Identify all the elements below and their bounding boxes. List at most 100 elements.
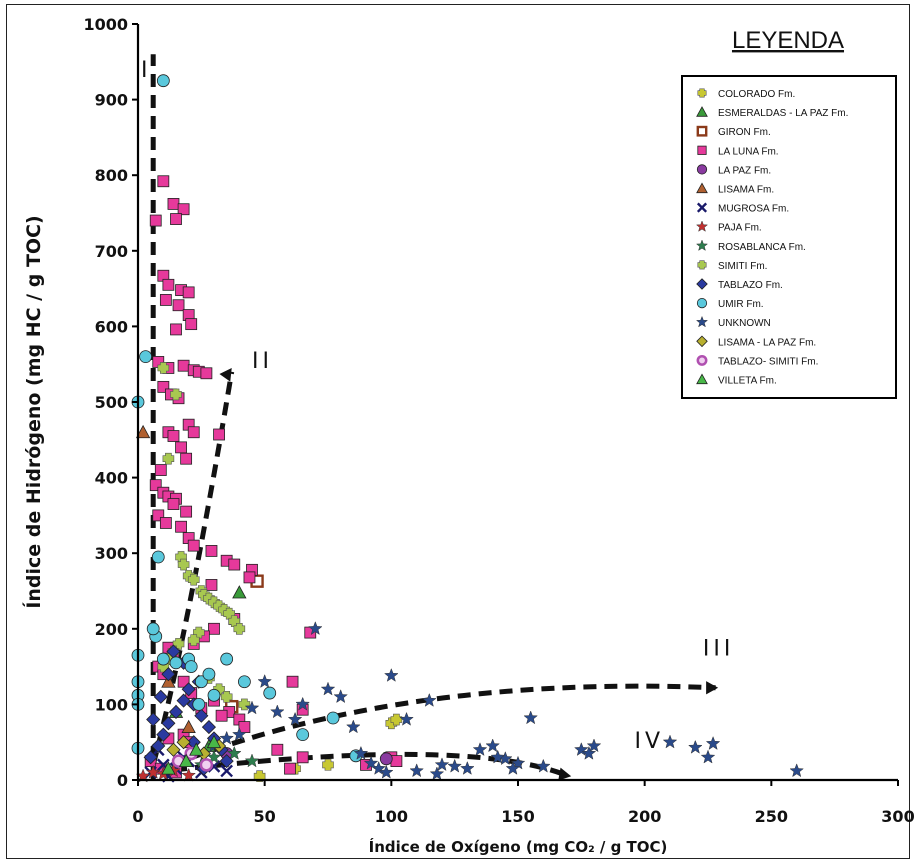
data-point (213, 428, 225, 441)
region-label-i: I (141, 58, 152, 83)
data-point (194, 675, 208, 689)
data-point (161, 716, 176, 731)
legend-item: TABLAZO- SIMITI Fm. (696, 354, 818, 367)
data-point (202, 667, 216, 681)
legend-marker (696, 373, 708, 385)
y-tick-label: 0 (117, 771, 128, 790)
data-point (187, 426, 200, 439)
data-point (390, 755, 403, 767)
y-tick-label: 200 (95, 620, 128, 639)
legend-item: LA PAZ Fm. (696, 164, 771, 176)
data-point (399, 711, 414, 726)
legend-marker (697, 88, 707, 98)
data-point (270, 704, 285, 719)
x-axis-label: Índice de Oxígeno (mg CO₂ / g TOC) (369, 837, 668, 856)
x-tick-label: 150 (501, 807, 534, 826)
legend-marker (696, 354, 708, 366)
data-point (472, 742, 488, 756)
data-point (429, 766, 445, 781)
legend-marker (695, 220, 709, 232)
data-point (505, 760, 521, 775)
data-point (187, 573, 200, 586)
data-point (201, 720, 216, 735)
data-point (177, 203, 190, 216)
region-label-iv: IV (635, 729, 665, 754)
data-point (232, 726, 247, 741)
legend-label: LISAMA - LA PAZ Fm. (718, 337, 816, 348)
x-tick-label: 300 (881, 807, 914, 826)
data-point (175, 520, 187, 533)
x-tick-label: 250 (755, 807, 788, 826)
y-tick-label: 1000 (83, 15, 128, 34)
data-point (581, 745, 597, 760)
data-point (162, 278, 175, 291)
y-tick-label: 100 (95, 695, 128, 714)
legend-label: MUGROSA Fm. (718, 204, 789, 215)
legend-label: LA LUNA Fm. (718, 146, 779, 157)
data-point (705, 735, 721, 750)
data-point (159, 517, 172, 529)
data-point (177, 359, 190, 372)
legend-label: TABLAZO- SIMITI Fm. (718, 356, 818, 367)
data-point (322, 759, 334, 771)
legend-label: ESMERALDAS - LA PAZ Fm. (718, 108, 848, 119)
data-point (180, 505, 193, 518)
data-point (157, 380, 170, 393)
chart-frame (6, 4, 910, 859)
data-point (422, 692, 437, 707)
legend-label: ROSABLANCA Fm. (718, 242, 806, 253)
legend-marker (696, 182, 708, 194)
data-point (166, 742, 181, 757)
data-point (157, 362, 170, 374)
data-point (156, 652, 170, 666)
legend-marker (697, 145, 707, 155)
data-point (199, 758, 214, 772)
legend-item: LA LUNA Fm. (697, 145, 779, 157)
data-point (287, 711, 303, 726)
data-point (523, 710, 538, 725)
data-point (284, 762, 296, 775)
data-point (205, 545, 218, 557)
legend-item: GIRON Fm. (696, 125, 771, 138)
data-point (263, 686, 277, 700)
data-point (181, 767, 196, 782)
data-point (194, 708, 209, 723)
data-point (168, 704, 184, 720)
data-point (207, 688, 221, 702)
legend-marker (696, 297, 708, 309)
data-point (162, 452, 175, 465)
data-point (244, 700, 260, 715)
data-point (146, 622, 160, 636)
data-point (185, 318, 198, 331)
legend-item: UNKNOWN (695, 315, 771, 329)
data-point (789, 763, 804, 778)
trend-line-ii (150, 371, 235, 766)
region-label-iii: III (703, 636, 734, 661)
data-point (219, 730, 234, 745)
data-point (178, 753, 194, 767)
data-point (257, 673, 272, 688)
arrowhead-iv (558, 767, 572, 781)
axes: 0 100 200 300 400 500 600 700 800 900 1000 0 50 100 15… (83, 15, 914, 826)
trend-arrows (150, 54, 719, 781)
data-point (208, 622, 220, 635)
legend-item: ESMERALDAS - LA PAZ Fm. (696, 106, 848, 119)
data-point (226, 745, 242, 760)
legend-item: TABLAZO Fm. (696, 278, 783, 291)
data-point (156, 74, 170, 88)
legend-label: UMIR Fm. (718, 299, 764, 310)
legend-box (681, 75, 897, 399)
data-point (378, 764, 394, 779)
data-point (157, 175, 170, 188)
data-point (308, 621, 323, 636)
x-tick-label: 100 (375, 807, 408, 826)
legend-marker (695, 239, 709, 251)
legend-marker (695, 315, 709, 328)
data-point (447, 758, 462, 773)
legend-label: UNKNOWN (718, 318, 771, 329)
data-point (536, 758, 551, 773)
data-point (586, 738, 602, 753)
region-label-ii: II (252, 349, 273, 374)
y-axis-label: Índice de Hidrógeno (mg HC / g TOC) (22, 215, 45, 608)
data-point (490, 749, 506, 764)
